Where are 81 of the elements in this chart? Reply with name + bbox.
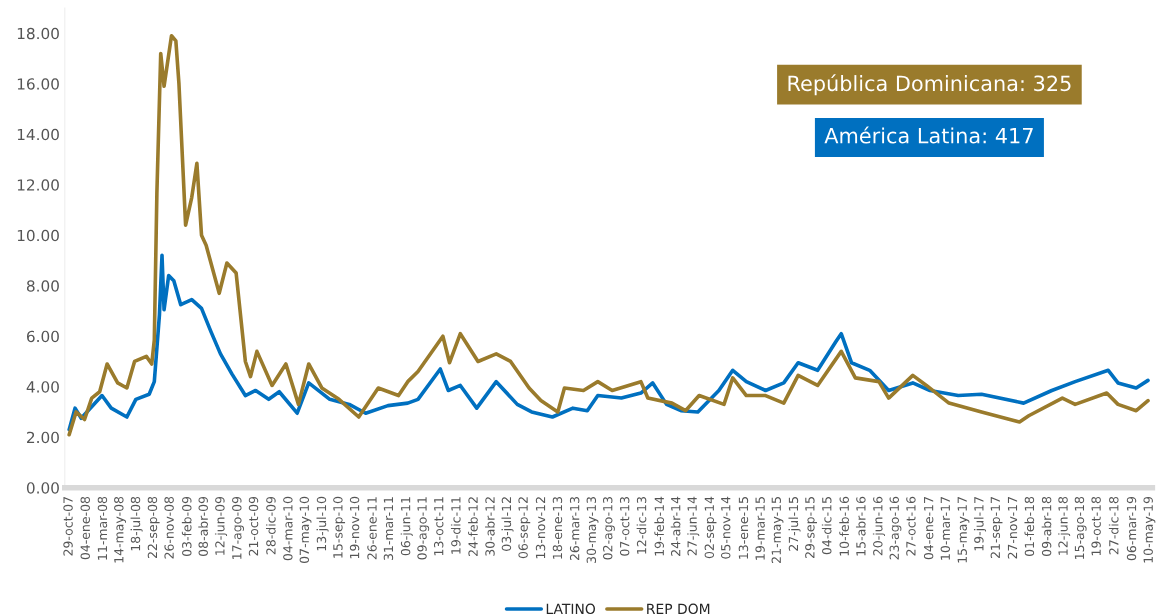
x-tick-label: 29-oct-07 <box>63 497 73 556</box>
x-tick-label: 04-ene-08 <box>80 496 90 560</box>
y-tick-label: 14.00 <box>17 128 59 141</box>
x-tick-label: 23-ago-16 <box>889 496 902 560</box>
y-tick-label: 10.00 <box>17 229 59 242</box>
x-tick-label: 24-abr-14 <box>670 496 681 556</box>
x-tick-label: 04-ene-17 <box>923 497 934 560</box>
x-tick-label: 13-oct-11 <box>433 497 444 556</box>
x-tick-label: 05-nov-14 <box>721 496 731 559</box>
y-tick-label: 2.00 <box>27 431 59 444</box>
x-tick-label: 15-sep-10 <box>333 496 346 558</box>
line-series <box>67 253 1150 432</box>
x-tick-label: 07-may-10 <box>299 496 312 564</box>
x-tick-label: 04-dic-15 <box>821 497 832 555</box>
x-tick-label: 27-oct-16 <box>906 496 916 556</box>
y-tick-label: 6.00 <box>26 330 59 343</box>
y-tick-label: 16.00 <box>17 78 59 90</box>
x-tick-label: 10-feb-16 <box>839 496 849 556</box>
x-tick-label: 19-dic-11 <box>450 497 461 554</box>
x-tick-label: 10-may-19 <box>1143 496 1156 563</box>
x-tick-label: 30-abr-12 <box>485 497 495 556</box>
x-tick-label: 21-sep-17 <box>990 497 1003 559</box>
x-tick-label: 09-abr-18 <box>1041 496 1052 556</box>
x-tick-label: 06-mar-19 <box>1126 496 1137 561</box>
x-tick-label: 19-oct-18 <box>1091 496 1101 556</box>
x-tick-label: 12-jun-09 <box>214 496 228 555</box>
x-tick-label: 15-abr-16 <box>855 496 866 556</box>
x-tick-label: 13-jul-10 <box>316 496 329 551</box>
x-tick-label: 18-jul-08 <box>130 496 143 551</box>
x-tick-label: 15-may-17 <box>957 497 970 563</box>
y-tick-label: 18.00 <box>17 27 59 40</box>
x-tick-label: 15-ago-18 <box>1074 496 1087 559</box>
x-tick-label: 12-jun-18 <box>1058 496 1071 555</box>
x-tick-label: 26-mar-13 <box>569 497 580 561</box>
annotation: República Dominicana: 325 <box>788 74 1071 96</box>
x-tick-label: 30-may-13 <box>586 497 599 563</box>
x-tick-label: 02-ago-13 <box>603 497 615 560</box>
line-series <box>67 33 1150 437</box>
x-tick-label: 09-ago-11 <box>417 497 430 560</box>
x-tick-label: 03-jul-12 <box>501 497 514 551</box>
x-tick-label: 21-may-15 <box>771 497 784 563</box>
x-tick-label: 06-jun-11 <box>400 497 413 556</box>
x-tick-label: 20-jun-16 <box>872 496 885 556</box>
y-tick-label: 4.00 <box>26 381 59 393</box>
x-tick-label: 19-mar-15 <box>755 497 765 560</box>
x-tick-label: 26-nov-08 <box>164 496 174 559</box>
x-tick-label: 22-sep-08 <box>147 496 160 559</box>
x-tick-label: 29-sep-15 <box>805 497 818 559</box>
y-tick-label: 0.00 <box>26 482 59 494</box>
x-tick-label: 21-oct-09 <box>248 496 259 556</box>
x-tick-label: 12-dic-13 <box>636 497 647 554</box>
x-tick-label: 03-feb-09 <box>181 496 192 557</box>
x-tick-label: 27-dic-18 <box>1108 496 1119 555</box>
x-tick-label: 19-jul-17 <box>973 497 987 551</box>
legend-label: LATINO <box>546 603 596 615</box>
x-tick-label: 26-ene-11 <box>367 497 377 560</box>
x-tick-label: 27-jul-15 <box>788 497 801 551</box>
x-tick-label: 27-jun-14 <box>687 496 700 556</box>
x-tick-label: 10-mar-17 <box>940 497 951 560</box>
x-tick-label: 06-sep-12 <box>518 497 531 559</box>
x-tick-label: 31-mar-11 <box>383 497 394 561</box>
x-tick-label: 04-mar-10 <box>283 496 293 561</box>
x-tick-label: 18-ene-13 <box>552 497 563 559</box>
legend-label: REP DOM <box>647 603 710 615</box>
x-tick-label: 01-feb-18 <box>1024 496 1035 557</box>
x-tick-label: 19-nov-10 <box>349 496 360 559</box>
x-tick-label: 02-sep-14 <box>704 496 717 559</box>
x-tick-label: 24-feb-12 <box>468 497 478 556</box>
x-tick-label: 07-oct-13 <box>619 497 630 556</box>
x-tick-label: 28-dic-09 <box>266 496 276 555</box>
x-tick-label: 19-feb-14 <box>654 496 665 556</box>
x-tick-label: 14-may-08 <box>114 496 126 563</box>
x-tick-label: 13-ene-15 <box>738 497 749 559</box>
y-tick-label: 8.00 <box>26 280 59 292</box>
y-tick-label: 12.00 <box>17 179 59 191</box>
annotation: América Latina: 417 <box>824 126 1033 144</box>
x-tick-label: 27-nov-17 <box>1007 497 1018 559</box>
x-tick-label: 11-mar-08 <box>97 496 108 560</box>
x-tick-label: 13-nov-12 <box>535 497 546 559</box>
x-tick-label: 17-ago-09 <box>232 496 244 559</box>
x-tick-label: 08-abr-09 <box>198 496 208 556</box>
